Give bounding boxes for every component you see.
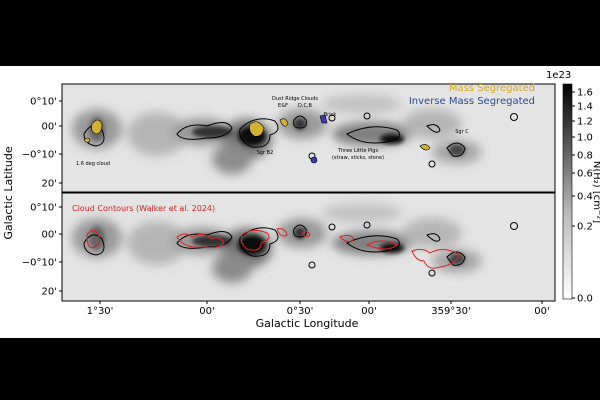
mass-segregated-clouds bbox=[83, 118, 431, 151]
y-tick-label: 00' bbox=[42, 230, 57, 241]
colorbar-tick-label: 0.4 bbox=[577, 192, 593, 203]
x-tick-label: 00' bbox=[534, 306, 549, 317]
colorbar-tick-label: 0.6 bbox=[577, 169, 593, 180]
legend-mass-segregated: Mass Segregated bbox=[449, 83, 535, 94]
annotation: Dust Ridge Clouds bbox=[272, 96, 318, 102]
annotation: 1.6 deg cloud bbox=[76, 161, 110, 167]
colorbar-exponent: 1e23 bbox=[546, 70, 571, 81]
top-map bbox=[61, 83, 556, 193]
contour-annotation: Cloud Contours (Walker et al. 2024) bbox=[72, 204, 215, 213]
annotation: Sgr B2 bbox=[257, 150, 274, 156]
panel-frame bbox=[61, 192, 556, 302]
y-tick-label: −0°10' bbox=[22, 150, 57, 161]
y-tick-label: 20' bbox=[42, 179, 57, 190]
colorbar-tick-label: 1.2 bbox=[577, 117, 593, 128]
bottom-map bbox=[61, 192, 556, 302]
annotation: Three Little Pigs bbox=[337, 148, 379, 154]
annotation: (straw, sticks, stone) bbox=[332, 155, 384, 161]
annotation: D,C,B bbox=[298, 103, 313, 109]
y-tick-label: −0°10' bbox=[22, 258, 57, 269]
annotation: E&F bbox=[278, 103, 288, 109]
x-tick-label: 359°30' bbox=[431, 306, 471, 317]
colorbar bbox=[562, 83, 573, 300]
y-tick-label: 00' bbox=[42, 122, 57, 133]
x-tick-label: 0°30' bbox=[287, 306, 314, 317]
colorbar-tick-label: 1.0 bbox=[577, 133, 593, 144]
panel-frame bbox=[61, 83, 556, 193]
x-tick-label: 1°30' bbox=[87, 306, 114, 317]
inverse-segregated-clouds bbox=[310, 114, 328, 164]
x-tick-label: 00' bbox=[199, 306, 214, 317]
colorbar-tick-label: 1.6 bbox=[577, 88, 593, 99]
y-tick-label: 20' bbox=[42, 287, 57, 298]
y-tick-label: 0°10' bbox=[30, 203, 57, 214]
y-axis-label: Galactic Latitude bbox=[2, 146, 15, 240]
colorbar-tick-label: 0.0 bbox=[577, 294, 593, 305]
colorbar-tick-label: 0.8 bbox=[577, 151, 593, 162]
x-tick-label: 00' bbox=[361, 306, 376, 317]
y-tick-label: 0°10' bbox=[30, 97, 57, 108]
colorbar-label: N(H₂) [cm⁻²] bbox=[591, 161, 600, 223]
colorbar-tick-label: 0.2 bbox=[577, 222, 593, 233]
colorbar-tick-label: 1.4 bbox=[577, 102, 593, 113]
walker-contours bbox=[86, 228, 461, 269]
annotation: Brick bbox=[324, 112, 337, 118]
legend-inverse-mass-segregated: Inverse Mass Segregated bbox=[409, 96, 535, 107]
annotation: Sgr C bbox=[455, 129, 469, 135]
x-axis-label: Galactic Longitude bbox=[256, 317, 359, 330]
